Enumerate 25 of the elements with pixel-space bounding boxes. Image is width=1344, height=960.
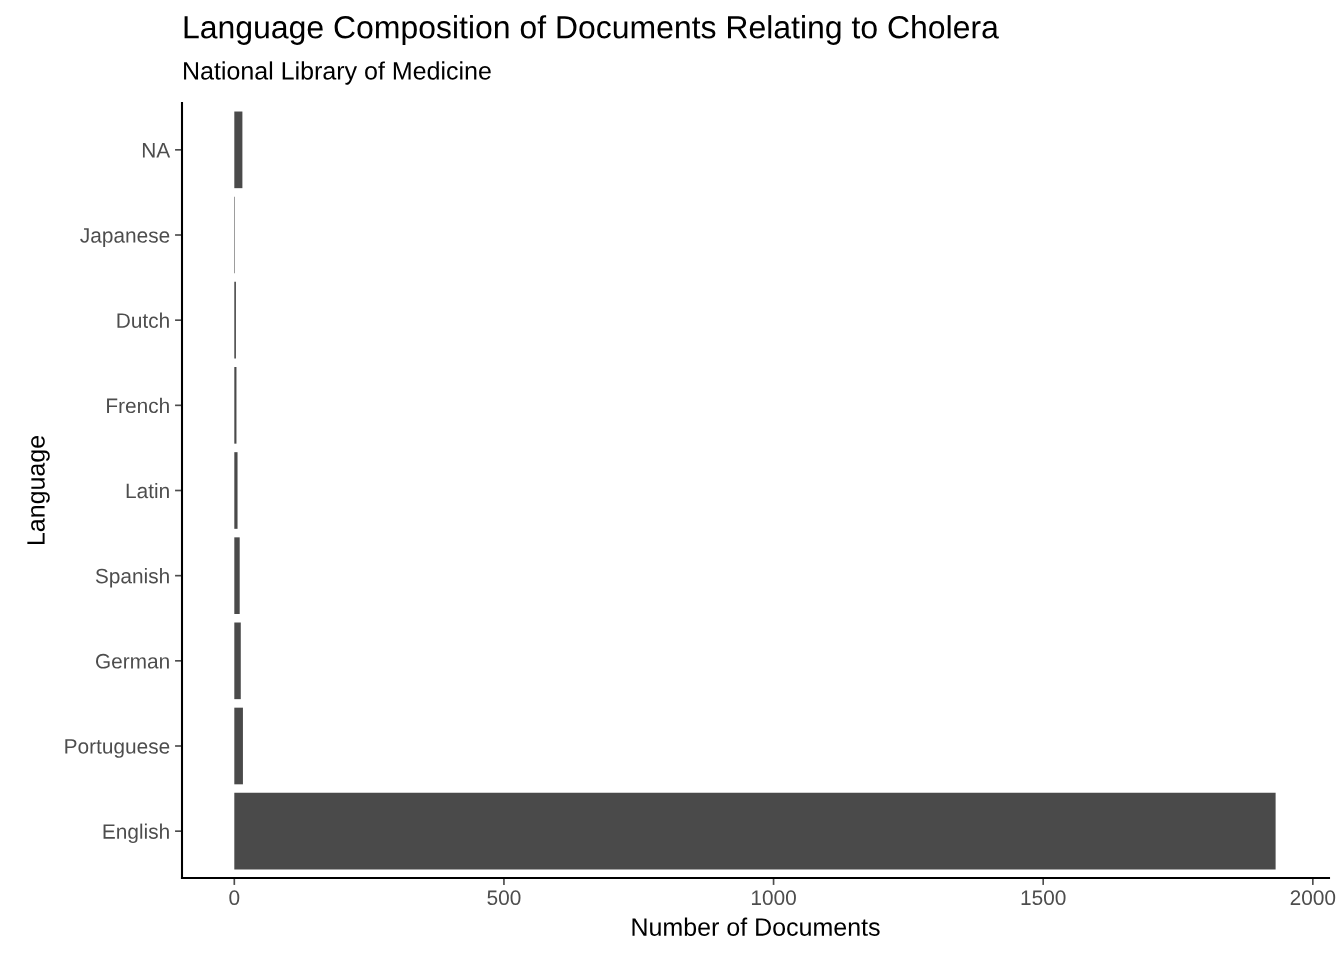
x-tick-label: 500 bbox=[487, 890, 521, 906]
y-tick-label: French bbox=[107, 397, 169, 414]
chart-subtitle: National Library of Medicine bbox=[184, 61, 491, 85]
y-tick-label: German bbox=[95, 653, 169, 669]
chart-title: Language Composition of Documents Relating to Cholera bbox=[184, 15, 999, 45]
bar bbox=[234, 707, 243, 785]
y-tick-label: NA bbox=[142, 143, 171, 158]
y-tick-label: English bbox=[103, 823, 169, 844]
bar bbox=[234, 792, 1276, 870]
bar bbox=[234, 622, 241, 700]
y-axis-title: Language bbox=[27, 435, 50, 545]
bar bbox=[234, 111, 243, 189]
bar bbox=[234, 452, 238, 529]
x-tick-label: 0 bbox=[229, 890, 240, 906]
bar bbox=[234, 367, 237, 444]
x-axis-title: Number of Documents bbox=[632, 917, 880, 936]
bar bbox=[234, 537, 240, 614]
x-tick-label: 1000 bbox=[751, 890, 796, 906]
y-tick-label: Latin bbox=[126, 482, 169, 499]
y-tick-label: Dutch bbox=[117, 312, 169, 328]
y-tick-label: Japanese bbox=[80, 228, 170, 247]
x-tick-label: 1500 bbox=[1021, 890, 1066, 906]
y-tick-label: Portuguese bbox=[65, 739, 170, 758]
y-tick-label: Spanish bbox=[95, 568, 169, 588]
x-tick-label: 2000 bbox=[1290, 890, 1336, 906]
